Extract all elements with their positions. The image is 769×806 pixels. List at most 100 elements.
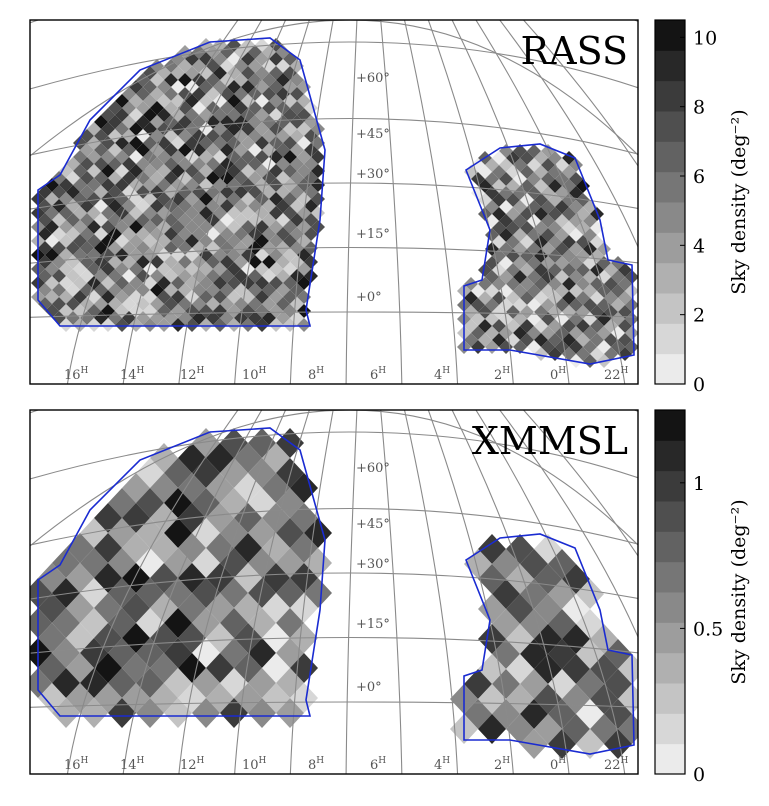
ra-line — [403, 20, 459, 384]
ra-label-hour-unit: H — [621, 366, 629, 376]
colorbar-band — [655, 111, 685, 142]
ra-label: 2H — [494, 366, 510, 383]
ra-label-hour-unit: H — [502, 366, 510, 376]
density-cell — [30, 578, 52, 608]
ra-label-hour-unit: H — [197, 366, 205, 376]
dec-label: +15° — [356, 617, 390, 632]
density-cell — [625, 298, 638, 312]
colorbar-band — [655, 743, 685, 775]
ra-line — [451, 20, 570, 384]
sky-boundary — [30, 410, 638, 547]
ra-line — [427, 20, 514, 384]
density-cell — [548, 729, 576, 759]
dec-label: +15° — [356, 227, 390, 242]
ra-label: 6H — [370, 756, 386, 773]
ra-line — [66, 20, 239, 384]
ra-label: 10H — [242, 756, 267, 773]
colorbar: 0 0.5 1 Sky density (deg⁻²) — [654, 409, 750, 786]
ra-label-hour-unit: H — [316, 366, 324, 376]
ra-label-hour-unit: H — [378, 366, 386, 376]
colorbar-band — [655, 561, 685, 593]
ra-line — [427, 410, 514, 774]
dec-line — [30, 431, 638, 480]
ra-line — [345, 20, 358, 384]
dec-line — [30, 41, 638, 90]
density-cell — [213, 318, 227, 332]
dec-line — [30, 636, 638, 654]
ra-label: 0H — [550, 756, 566, 773]
ra-line — [178, 410, 287, 774]
ra-label: 4H — [434, 756, 450, 773]
ra-label: 2H — [494, 756, 510, 773]
panel-title: RASS — [521, 29, 628, 73]
density-cell — [583, 354, 597, 368]
density-cell — [269, 318, 283, 332]
ra-label: 8H — [308, 756, 324, 773]
ra-line — [522, 20, 638, 167]
colorbar-band — [655, 683, 685, 714]
colorbar-tick-label: 4 — [693, 235, 705, 257]
ra-line — [234, 20, 310, 384]
ra-label: 6H — [370, 366, 386, 383]
ra-label-hour-unit: H — [137, 366, 145, 376]
graticule — [30, 20, 638, 384]
density-cell — [30, 638, 52, 668]
dec-label: +0° — [356, 290, 382, 305]
density-cell — [576, 729, 604, 759]
panel-frame — [29, 409, 639, 775]
ra-label-hour-unit: H — [442, 756, 450, 766]
density-cell — [59, 318, 73, 332]
density-cell — [276, 698, 304, 728]
density-cell — [185, 318, 199, 332]
ra-label: 12H — [180, 366, 205, 383]
ra-label: 12H — [180, 756, 205, 773]
colorbar-band — [655, 323, 685, 355]
ra-label-hour-unit: H — [137, 756, 145, 766]
density-tiles — [31, 38, 638, 368]
density-cell — [157, 318, 171, 332]
map-area: +60° +45° +30° +15° +0° 16H 14H 12H 10H 8H 6H 4H 2H 0… — [30, 20, 638, 384]
colorbar-band — [655, 50, 685, 82]
density-cell — [625, 284, 638, 298]
panel-frame — [29, 19, 639, 385]
dec-label: +45° — [356, 517, 390, 532]
colorbar-band — [655, 353, 685, 385]
north-footprint — [37, 37, 326, 327]
colorbar-tick-label: 6 — [693, 166, 705, 188]
density-cell — [171, 318, 185, 332]
south-footprint — [463, 143, 635, 365]
ra-line — [451, 410, 570, 774]
density-cell — [248, 698, 276, 728]
dec-label: +30° — [356, 557, 390, 572]
ra-label: 22H — [604, 756, 629, 773]
ra-label-hour-unit: H — [316, 756, 324, 766]
colorbar-tick-label: 0 — [693, 764, 705, 786]
density-cell — [478, 714, 506, 744]
colorbar-band — [655, 592, 685, 623]
graticule — [30, 410, 638, 774]
density-cell — [115, 318, 129, 332]
ra-line — [178, 20, 287, 384]
north-footprint — [37, 427, 326, 717]
colorbar-label: Sky density (deg⁻²) — [728, 109, 750, 294]
colorbar-frame — [654, 409, 686, 775]
dec-line — [30, 572, 638, 600]
density-cell — [604, 729, 632, 759]
density-cell — [30, 668, 52, 698]
density-cell — [297, 318, 311, 332]
density-cell — [255, 318, 269, 332]
ra-label-hour-unit: H — [259, 366, 267, 376]
colorbar-band — [655, 262, 685, 294]
colorbar-frame — [654, 19, 686, 385]
density-cell — [30, 608, 52, 638]
south-footprint — [463, 533, 635, 755]
ra-label-hour-unit: H — [621, 756, 629, 766]
density-cell — [164, 698, 192, 728]
dec-line — [30, 701, 638, 708]
ra-line — [499, 20, 638, 249]
ra-label: 16H — [64, 366, 89, 383]
colorbar-band — [655, 293, 685, 324]
ra-label: 10H — [242, 366, 267, 383]
map-area: +60° +45° +30° +15° +0° 16H 14H 12H 10H 8H 6H 4H 2H 0… — [30, 410, 638, 774]
colorbar-tick-label: 0 — [693, 374, 705, 396]
